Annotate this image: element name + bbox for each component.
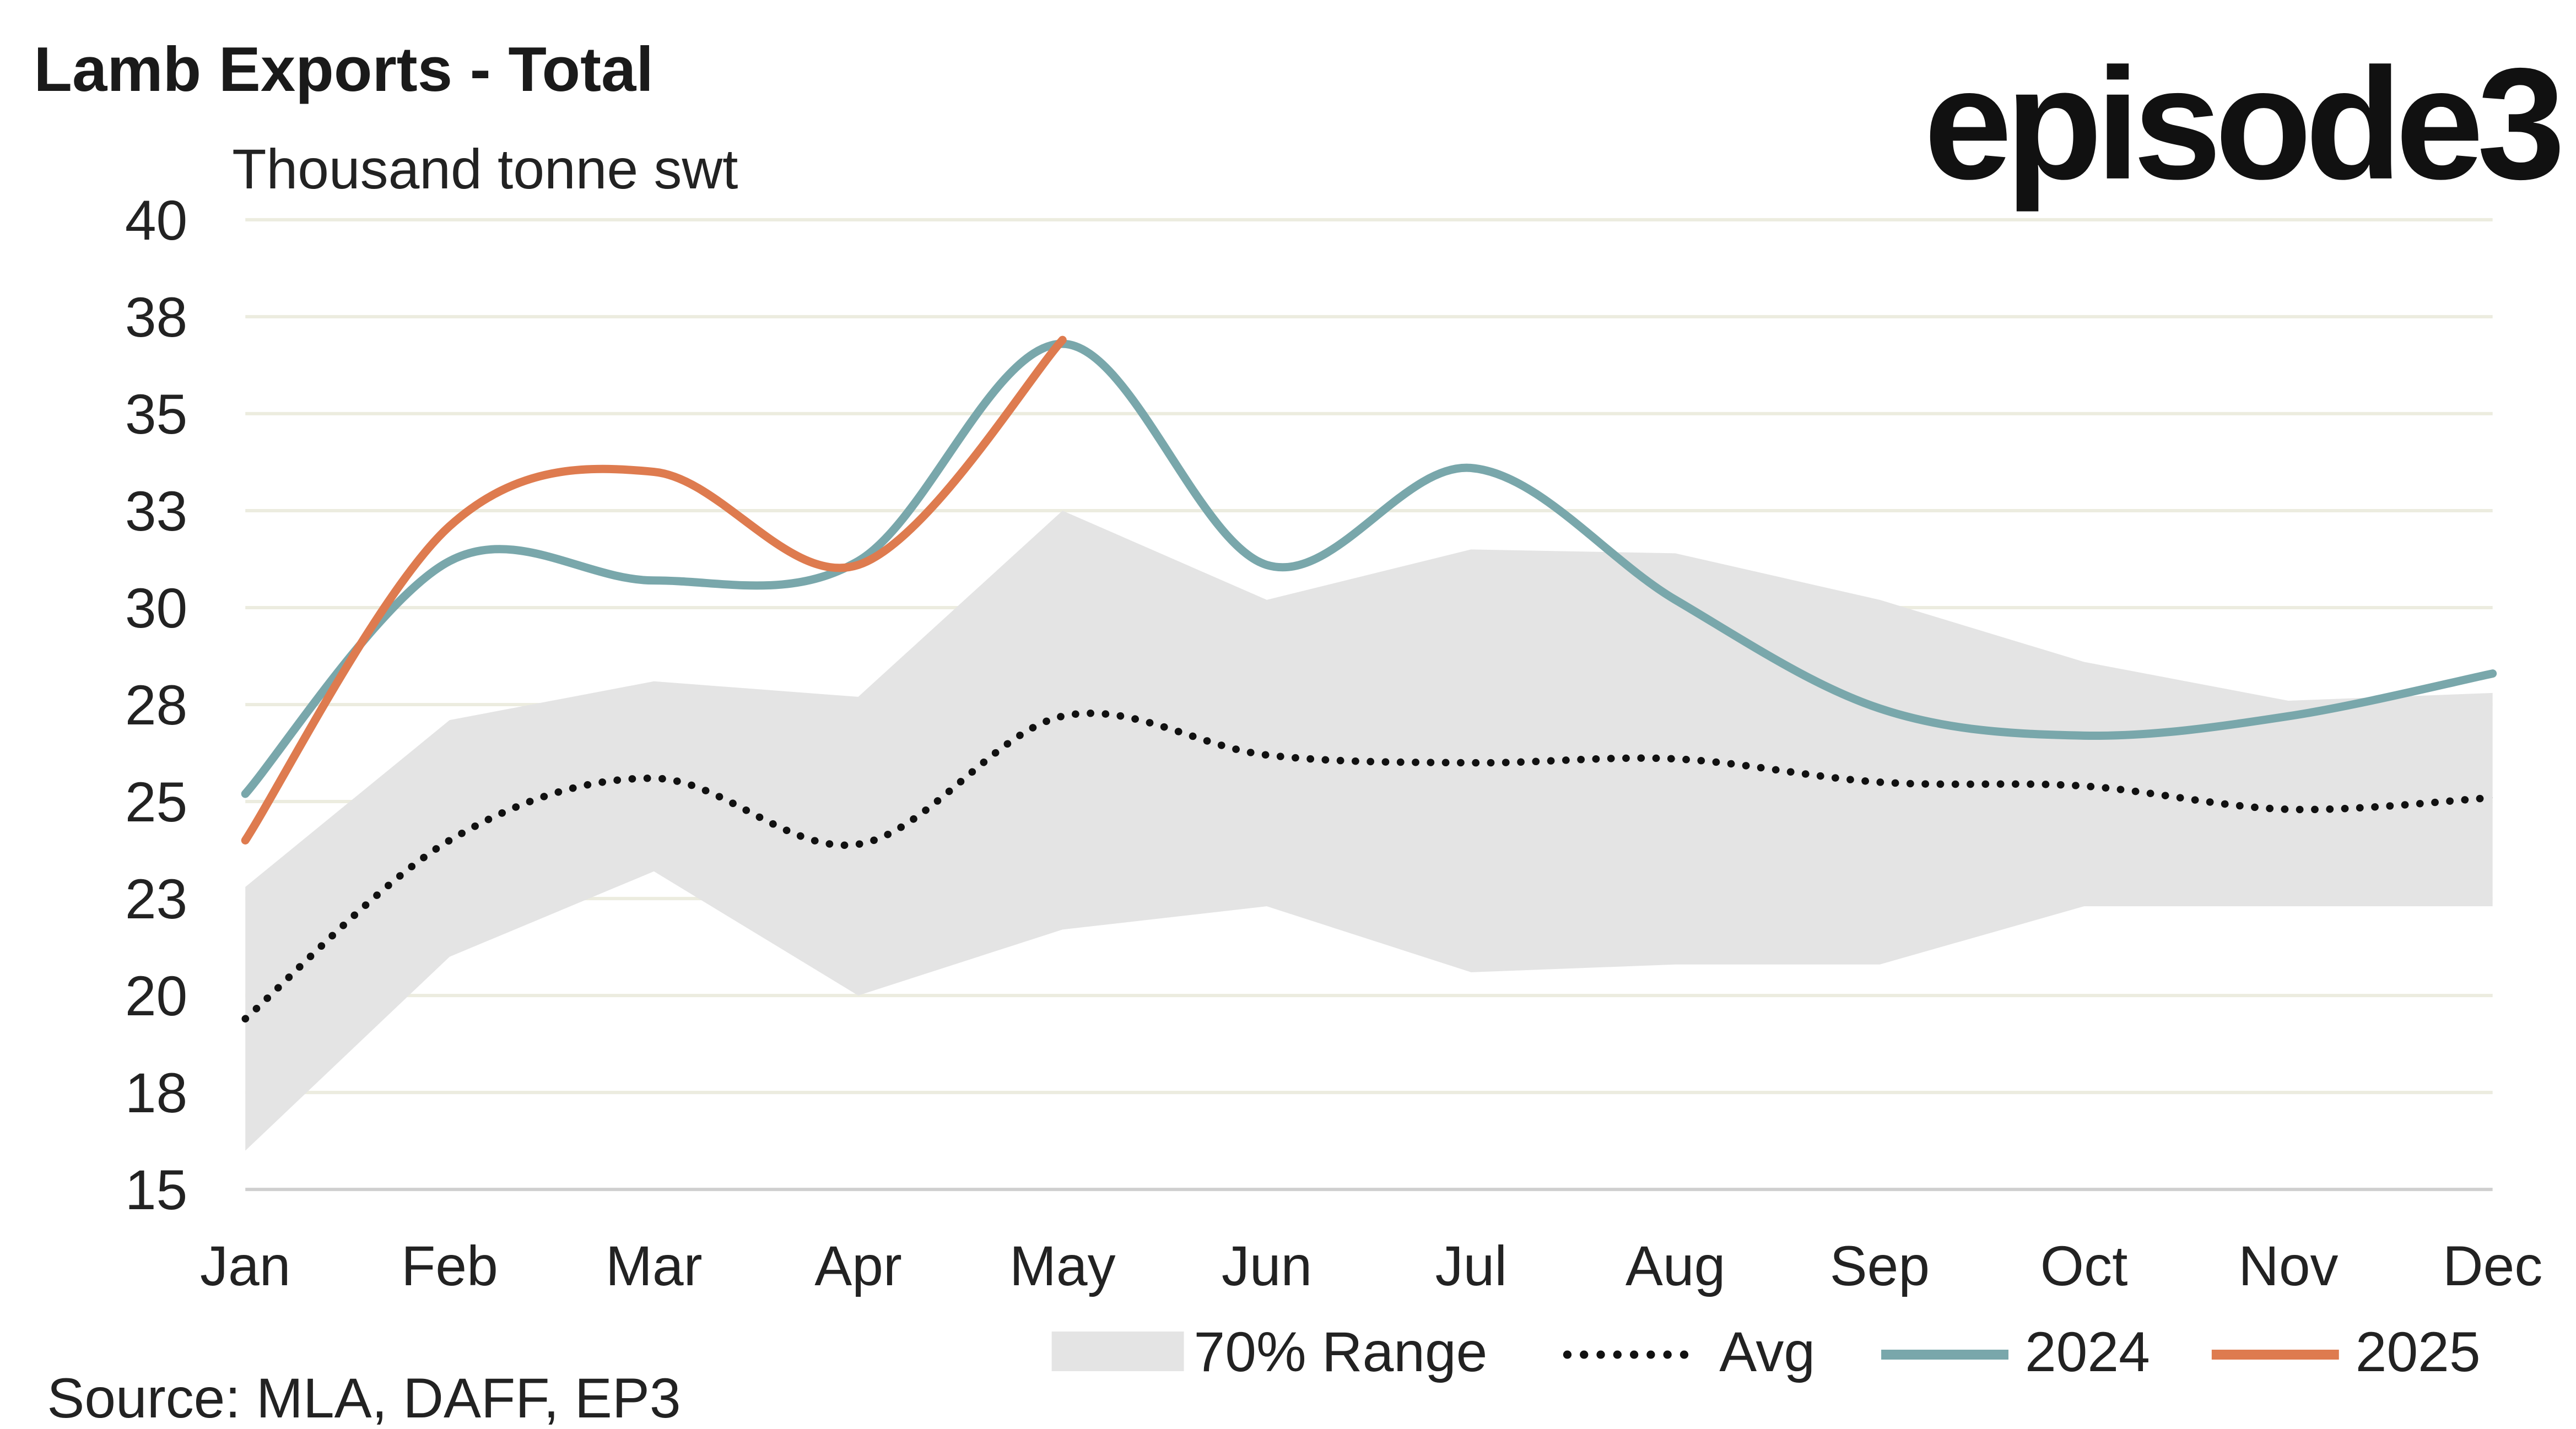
legend: 70% Range Avg 2024 2025 [1051,1320,2481,1383]
data-point-2025 [245,840,246,841]
y-tick-label: 28 [125,674,187,737]
chart-title: Lamb Exports - Total [34,35,654,105]
legend-avg-label: Avg [1719,1320,1815,1383]
data-point-avg [1062,716,1063,717]
y-tick-label: 40 [125,189,187,252]
x-tick-label: Apr [814,1235,902,1297]
y-tick-label: 25 [125,771,187,833]
range-band [245,510,2493,1151]
x-tick-label: Nov [2238,1235,2338,1297]
y-tick-label: 15 [125,1159,187,1221]
y-tick-label: 18 [125,1062,187,1124]
data-point-2024 [2492,673,2493,674]
legend-range-swatch [1051,1331,1184,1372]
x-tick-label: May [1009,1235,1116,1297]
x-tick-label: Mar [606,1235,703,1297]
series-line-avg [241,710,2497,1023]
x-tick-label: Oct [2040,1235,2128,1297]
y-tick-label: 33 [125,480,187,543]
y-tick-label: 23 [125,868,187,930]
x-tick-label: Jan [200,1235,290,1297]
x-tick-label: Jun [1222,1235,1312,1297]
data-point-avg [1471,762,1472,763]
y-tick-label: 38 [125,286,187,349]
legend-2025-label: 2025 [2356,1320,2481,1383]
x-tick-label: Sep [1830,1235,1930,1297]
data-point-2024 [2288,716,2289,717]
legend-2024-label: 2024 [2025,1320,2150,1383]
legend-range-label: 70% Range [1194,1320,1488,1383]
x-tick-label: Aug [1625,1235,1725,1297]
episode3-logo: episode3 [1924,35,2562,213]
x-tick-label: Jul [1435,1235,1507,1297]
x-tick-label: Feb [401,1235,498,1297]
y-tick-label: 20 [125,965,187,1027]
source-note: Source: MLA, DAFF, EP3 [47,1367,681,1429]
y-tick-label: 35 [125,383,187,446]
y-tick-label: 30 [125,577,187,640]
data-point-avg [2288,809,2289,810]
y-axis-label: Thousand tonne swt [232,138,738,201]
x-tick-label: Dec [2443,1235,2542,1297]
